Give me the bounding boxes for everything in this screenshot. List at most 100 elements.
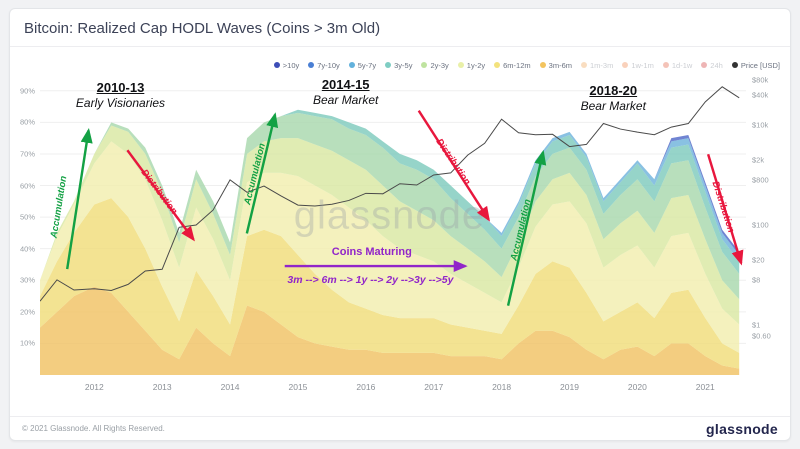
band-3y-5y	[40, 112, 740, 300]
era-title: 2014-15	[321, 77, 370, 93]
coins-maturing-title: Coins Maturing	[331, 246, 412, 258]
legend-label: 3y-5y	[394, 60, 413, 70]
plot-area[interactable]: glassnode	[40, 75, 746, 375]
coins-maturing-sequence: 3m --> 6m --> 1y --> 2y -->3y -->5y	[287, 273, 454, 286]
legend-dot-icon	[348, 62, 355, 68]
legend-label: 6m-12m	[503, 60, 531, 70]
legend-item-24h[interactable]: 24h	[701, 61, 723, 70]
accumulation-arrow-3	[506, 149, 547, 306]
legend-label: 24h	[710, 60, 723, 70]
legend-dot-icon	[308, 62, 315, 68]
legend-item-1y-2y[interactable]: 1y-2y	[457, 61, 485, 70]
x-tick: 2013	[152, 382, 172, 392]
x-tick: 2021	[695, 382, 715, 392]
x-tick: 2014	[220, 382, 240, 392]
y-axis-left: 10% 20% 30% 40% 50% 60% 70% 80% 90%	[16, 75, 38, 375]
x-tick: 2012	[84, 382, 104, 392]
y-right-tick: $100	[752, 220, 769, 230]
legend-dot-icon	[457, 62, 464, 68]
accumulation-arrow-1	[65, 128, 93, 270]
y-left-tick: 60%	[19, 181, 35, 191]
band-5y-7y	[40, 109, 740, 281]
y-left-tick: 50%	[19, 212, 35, 222]
legend-label: 1m-3m	[590, 60, 614, 70]
y-left-tick: 80%	[19, 117, 35, 127]
legend-item-3y-5y[interactable]: 3y-5y	[385, 61, 412, 70]
legend-label: 7y-10y	[317, 60, 340, 70]
era-subtitle: Bear Market	[580, 99, 646, 114]
plot-region: 10% 20% 30% 40% 50% 60% 70% 80% 90% glassnode	[16, 75, 784, 395]
legend-dot-icon	[622, 62, 629, 68]
legend-item-6m-12m[interactable]: 6m-12m	[494, 61, 531, 70]
x-axis: 2012 2013 2014 2015 2016 2017 2018 2019 2020 2021	[40, 379, 746, 395]
y-right-tick: $2k	[752, 155, 765, 165]
legend-item-1w-1m[interactable]: 1w-1m	[622, 61, 654, 70]
y-left-tick: 20%	[19, 307, 35, 317]
band-1y-2y	[40, 141, 740, 353]
x-tick: 2020	[627, 382, 647, 392]
distribution-arrow-3	[706, 153, 744, 266]
era-label-2018-20: 2018-20 Bear Market	[581, 83, 646, 113]
legend-dot-icon	[701, 62, 708, 68]
legend-item-2y-3y[interactable]: 2y-3y	[421, 60, 449, 70]
chart-card: Bitcoin: Realized Cap HODL Waves (Coins …	[9, 8, 791, 441]
legend-label: 1w-1m	[631, 60, 654, 70]
distribution-arrow-2	[417, 109, 490, 222]
era-subtitle: Early Visionaries	[75, 96, 166, 111]
legend-label: >10y	[282, 60, 300, 70]
y-left-tick: 40%	[19, 244, 35, 254]
y-right-tick: $40k	[752, 90, 769, 100]
price-line	[40, 87, 739, 301]
legend-item-1m-3m[interactable]: 1m-3m	[581, 61, 613, 70]
legend-dot-icon	[581, 62, 587, 68]
legend-dot-icon	[273, 62, 280, 68]
y-right-tick: $0.60	[752, 331, 771, 341]
accumulation-arrow-2	[245, 112, 279, 234]
y-right-tick: $800	[752, 175, 769, 185]
band-6m-12m	[40, 198, 740, 369]
y-left-tick: 30%	[19, 275, 35, 285]
legend-label: 5y-7y	[357, 60, 377, 70]
x-tick: 2019	[560, 382, 579, 392]
legend: >10y 7y-10y 5y-7y 3y-5y 2y-3y 1y-2y 6m-12m 3m-6…	[130, 57, 780, 73]
x-tick: 2016	[356, 382, 376, 392]
legend-item-5y-7y[interactable]: 5y-7y	[348, 60, 377, 70]
y-right-tick: $80k	[752, 75, 769, 85]
legend-item->10y[interactable]: >10y	[273, 60, 300, 70]
legend-dot-icon	[539, 62, 546, 68]
legend-item-1d-1w[interactable]: 1d-1w	[662, 61, 692, 70]
hodl-waves-chart	[40, 75, 746, 375]
legend-item-Price [USD][interactable]: Price [USD]	[731, 60, 780, 70]
y-axis-right: $80k $40k $10k $2k $800 $100 $20 $8 $1 $0.60	[748, 75, 784, 375]
legend-label: Price [USD]	[740, 60, 780, 70]
era-label-2014-15: 2014-15 Bear Market	[313, 77, 378, 107]
card-footer: © 2021 Glassnode. All Rights Reserved. g…	[10, 416, 790, 440]
legend-dot-icon	[421, 62, 428, 68]
annotation-arrows	[65, 109, 744, 306]
band-2y-3y	[40, 125, 740, 325]
y-left-tick: 90%	[19, 86, 35, 96]
copyright-text: © 2021 Glassnode. All Rights Reserved.	[22, 424, 165, 433]
x-tick: 2018	[492, 382, 512, 392]
y-right-tick: $1	[752, 320, 761, 330]
distribution-arrow-1	[126, 149, 195, 242]
y-left-tick: 70%	[19, 149, 35, 159]
legend-dot-icon	[385, 62, 392, 68]
legend-item-7y-10y[interactable]: 7y-10y	[308, 61, 340, 70]
era-subtitle: Bear Market	[313, 93, 379, 108]
era-title: 2018-20	[589, 83, 638, 99]
legend-dot-icon	[731, 62, 738, 68]
band-3m-6m	[40, 286, 740, 375]
y-left-tick: 10%	[19, 338, 35, 348]
y-right-tick: $20	[752, 255, 765, 265]
legend-dot-icon	[494, 62, 501, 68]
legend-label: 2y-3y	[430, 60, 449, 70]
legend-label: 3m-6m	[548, 60, 572, 70]
era-title: 2010-13	[96, 80, 145, 96]
glassnode-logo: glassnode	[706, 420, 778, 437]
legend-item-3m-6m[interactable]: 3m-6m	[539, 60, 572, 70]
x-tick: 2015	[288, 382, 308, 392]
y-right-tick: $10k	[752, 120, 769, 130]
era-label-2010-13: 2010-13 Early Visionaries	[76, 80, 165, 110]
x-tick: 2017	[424, 382, 444, 392]
